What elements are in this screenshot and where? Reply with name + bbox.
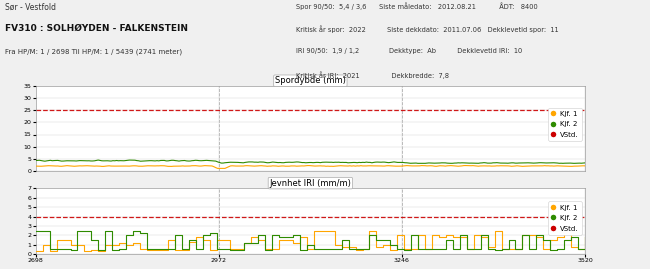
Legend: Kjf. 1, Kjf. 2, VStd.: Kjf. 1, Kjf. 2, VStd. [549, 108, 582, 141]
Text: IRI 90/50:  1,9 / 1,2              Dekktype:  Ab          Dekklevetid IRI:  10: IRI 90/50: 1,9 / 1,2 Dekktype: Ab Dekkle… [296, 48, 522, 54]
Text: Jevnhet IRI (mm/m): Jevnhet IRI (mm/m) [270, 179, 351, 188]
Text: Spordybde (mm): Spordybde (mm) [275, 76, 346, 85]
Text: FV310 : SOLHØYDEN - FALKENSTEIN: FV310 : SOLHØYDEN - FALKENSTEIN [5, 24, 188, 33]
Text: Spor 90/50:  5,4 / 3,6      Siste måledato:   2012.08.21           ÅDT:   8400: Spor 90/50: 5,4 / 3,6 Siste måledato: 20… [296, 3, 538, 10]
Text: Kritisk år IRI:  2021               Dekkbredde:  7,8: Kritisk år IRI: 2021 Dekkbredde: 7,8 [296, 71, 448, 79]
Text: Kritisk år spor:  2022          Siste dekkdato:  2011.07.06   Dekklevetid spor: : Kritisk år spor: 2022 Siste dekkdato: 20… [296, 26, 558, 33]
Text: Sør - Vestfold: Sør - Vestfold [5, 3, 56, 12]
Legend: Kjf. 1, Kjf. 2, VStd.: Kjf. 1, Kjf. 2, VStd. [549, 201, 582, 235]
Text: Fra HP/M: 1 / 2698 Til HP/M: 1 / 5439 (2741 meter): Fra HP/M: 1 / 2698 Til HP/M: 1 / 5439 (2… [5, 48, 182, 55]
